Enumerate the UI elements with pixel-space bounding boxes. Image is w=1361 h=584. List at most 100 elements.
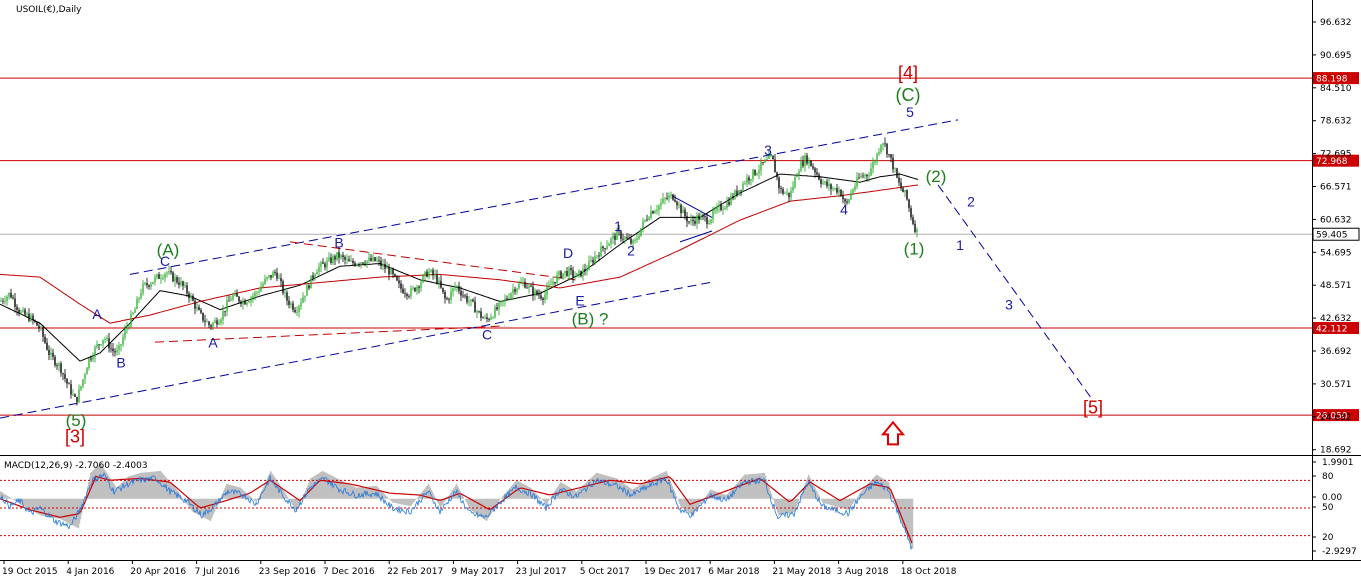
macd-histogram-bar [74,498,76,527]
macd-histogram-bar [140,472,142,499]
candle-body [808,160,810,164]
macd-histogram-bar [824,498,826,504]
candle-body [442,287,444,292]
macd-histogram-bar [869,482,871,499]
macd-histogram-bar [240,487,242,499]
macd-histogram-bar [821,498,823,501]
macd-histogram-bar [535,492,537,499]
date-tick-label: 20 Apr 2016 [130,567,186,577]
macd-histogram-bar [826,498,828,504]
candle-body [60,363,62,374]
macd-histogram-bar [661,473,663,499]
macd-histogram-bar [666,470,668,499]
macd-histogram-bar [118,485,120,499]
macd-histogram-bar [553,493,555,499]
macd-histogram-bar [4,493,6,499]
candle-body [660,202,662,206]
candle-body [18,309,20,314]
candle-body [552,281,554,285]
candle-body [452,288,454,292]
date-tick-label: 21 May 2018 [772,567,831,577]
candle-body [482,317,484,319]
macd-histogram-bar [613,477,615,499]
candle-body [674,199,676,202]
macd-histogram-bar [658,474,660,499]
macd-histogram-bar [886,480,888,499]
macd-histogram-bar [119,484,121,499]
candle-body [72,394,74,396]
macd-histogram-bar [211,498,213,519]
macd-histogram-bar [135,474,137,499]
macd-histogram-bar [124,480,126,499]
macd-histogram-bar [632,489,634,499]
price-tick-label: 36.692 [1320,347,1352,357]
macd-histogram-bar [153,471,155,499]
candle-body [846,201,848,203]
candle-body [634,239,636,241]
macd-histogram-bar [64,498,66,522]
macd-histogram-bar [319,472,321,499]
macd-histogram-bar [900,498,902,521]
candle-body [818,174,820,180]
macd-histogram-bar [909,498,911,542]
macd-histogram-bar [614,477,616,499]
date-tick-label: 19 Oct 2015 [2,567,58,577]
macd-histogram-bar [38,498,40,515]
date-tick-label: 4 Jan 2016 [66,567,114,577]
macd-histogram-bar [791,498,793,513]
candle-body [94,347,96,357]
macd-histogram-bar [451,491,453,499]
macd-histogram-bar [357,487,359,499]
candle-body [168,271,170,273]
macd-histogram-bar [483,498,485,519]
macd-histogram-bar [664,471,666,499]
macd-histogram-bar [780,498,782,515]
macd-histogram-bar [254,498,256,501]
macd-histogram-bar [410,498,412,507]
macd-histogram-bar [643,482,645,499]
candle-body [490,317,492,320]
macd-histogram-bar [716,491,718,499]
macd-histogram-bar [258,497,260,499]
macd-histogram-bar [379,488,381,499]
macd-histogram-bar [882,478,884,499]
candle-body [372,257,374,261]
candle-body [546,287,548,295]
candle-body [542,298,544,300]
candle-body [274,272,276,273]
macd-histogram-bar [58,498,60,519]
macd-histogram-bar [719,492,721,499]
macd-histogram-bar [57,498,59,519]
candle-body [588,261,590,270]
macd-histogram-bar [798,498,800,502]
candle-body [802,161,804,167]
macd-histogram-bar [26,498,28,508]
macd-histogram-bar [770,491,772,499]
candle-body [16,306,18,310]
candle-body [494,307,496,318]
candle-body [538,294,540,296]
macd-histogram-bar [356,487,358,499]
macd-histogram-bar [779,498,781,516]
wave-label: (B) ? [572,309,609,328]
macd-histogram-bar [789,498,791,513]
macd-histogram-bar [61,498,63,520]
macd-histogram-bar [350,484,352,499]
macd-histogram-bar [217,498,219,505]
candle-body [876,153,878,162]
macd-histogram-bar [425,487,427,499]
candle-body [592,260,594,263]
candle-body [568,268,570,276]
macd-histogram-bar [595,473,597,499]
candle-body [156,274,158,278]
macd-histogram-bar [833,498,835,506]
macd-histogram-bar [263,486,265,499]
macd-histogram-bar [1,491,3,499]
macd-histogram-bar [269,473,271,499]
candle-body [496,307,498,310]
candle-body [620,231,622,239]
macd-histogram-bar [888,482,890,499]
macd-histogram-bar [601,474,603,499]
macd-histogram-bar [241,488,243,499]
candle-body [170,271,172,273]
